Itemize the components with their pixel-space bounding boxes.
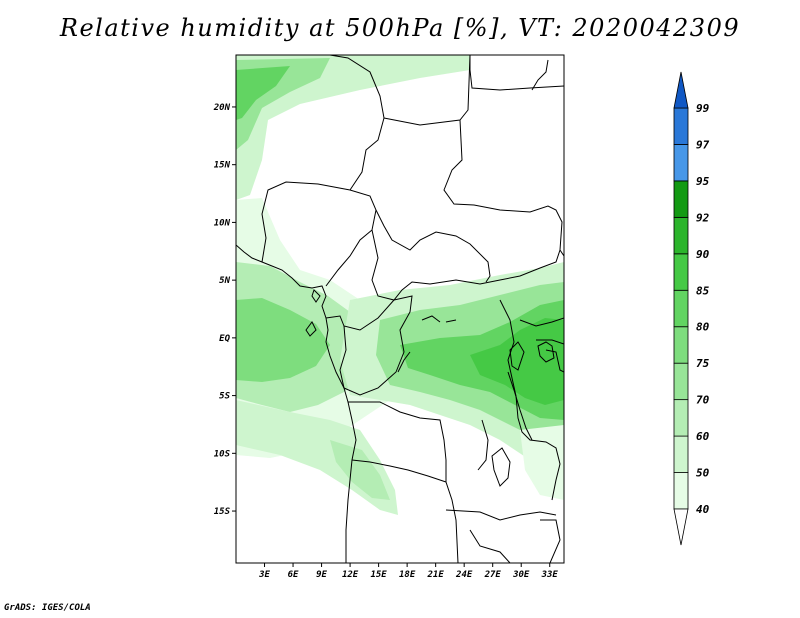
lon-tick-label: 27E xyxy=(484,570,502,580)
colorbar-segment xyxy=(673,326,689,364)
lon-tick-label: 3E xyxy=(258,570,270,580)
lon-tick-label: 24E xyxy=(455,570,473,580)
lon-tick-label: 21E xyxy=(427,570,445,580)
map-frame xyxy=(235,54,565,564)
lon-tick-label: 12E xyxy=(342,570,359,580)
colorbar-segment xyxy=(673,253,689,291)
lat-tick-label: EQ xyxy=(219,334,230,344)
credit-label: GrADS: IGES/COLA xyxy=(4,603,91,613)
chart-title: Relative humidity at 500hPa [%], VT: 202… xyxy=(59,14,741,42)
country-borders xyxy=(236,55,564,563)
longitude-axis: 3E 6E 9E 12E 15E 18E 21E 24E 27E 30E 33E xyxy=(258,563,558,580)
colorbar-label: 85 xyxy=(696,284,710,297)
colorbar-label: 92 xyxy=(696,211,710,224)
colorbar-segment xyxy=(673,144,689,182)
humidity-region-southwest-core xyxy=(330,440,390,500)
humidity-region-north xyxy=(236,55,470,200)
colorbar-bottom-arrow xyxy=(673,508,689,546)
lon-tick-label: 6E xyxy=(288,570,299,580)
humidity-region-north-core xyxy=(236,66,290,120)
humidity-region-gulf-core xyxy=(236,298,330,382)
lat-tick-label: 15S xyxy=(214,507,231,517)
lat-tick-label: 5N xyxy=(219,276,230,286)
colorbar-label: 90 xyxy=(696,248,710,261)
colorbar-segment xyxy=(673,362,689,401)
lat-tick-label: 10S xyxy=(214,449,231,459)
colorbar-top-arrow xyxy=(673,71,689,109)
colorbar-label: 97 xyxy=(696,138,710,151)
humidity-region-east-patch xyxy=(520,425,564,500)
lat-tick-label: 15N xyxy=(214,161,231,171)
colorbar-label: 40 xyxy=(696,503,710,516)
colorbar-segment xyxy=(673,107,689,145)
lon-tick-label: 33E xyxy=(541,570,559,580)
lon-tick-label: 30E xyxy=(512,570,530,580)
humidity-field xyxy=(236,55,564,515)
lat-tick-label: 5S xyxy=(219,392,230,402)
colorbar-label: 70 xyxy=(696,394,710,407)
colorbar-segment xyxy=(673,216,689,255)
lon-tick-label: 9E xyxy=(316,570,327,580)
colorbar-segment xyxy=(673,289,689,328)
lat-tick-label: 10N xyxy=(214,218,231,228)
latitude-axis: 20N 15N 10N 5N EQ 5S 10S 15S xyxy=(213,103,236,517)
lon-tick-label: 18E xyxy=(399,570,416,580)
colorbar: 40 50 60 70 75 80 85 90 92 95 97 99 xyxy=(673,71,710,546)
colorbar-label: 75 xyxy=(696,357,710,370)
colorbar-label: 80 xyxy=(696,321,710,334)
colorbar-label: 95 xyxy=(696,175,710,188)
colorbar-label: 99 xyxy=(696,102,710,115)
lat-tick-label: 20N xyxy=(213,103,231,113)
colorbar-segment xyxy=(673,399,689,437)
colorbar-segment xyxy=(673,180,689,218)
lon-tick-label: 15E xyxy=(370,570,387,580)
colorbar-label: 60 xyxy=(696,430,710,443)
colorbar-segment xyxy=(673,435,689,473)
colorbar-label: 50 xyxy=(696,467,710,480)
colorbar-segment xyxy=(673,472,689,510)
